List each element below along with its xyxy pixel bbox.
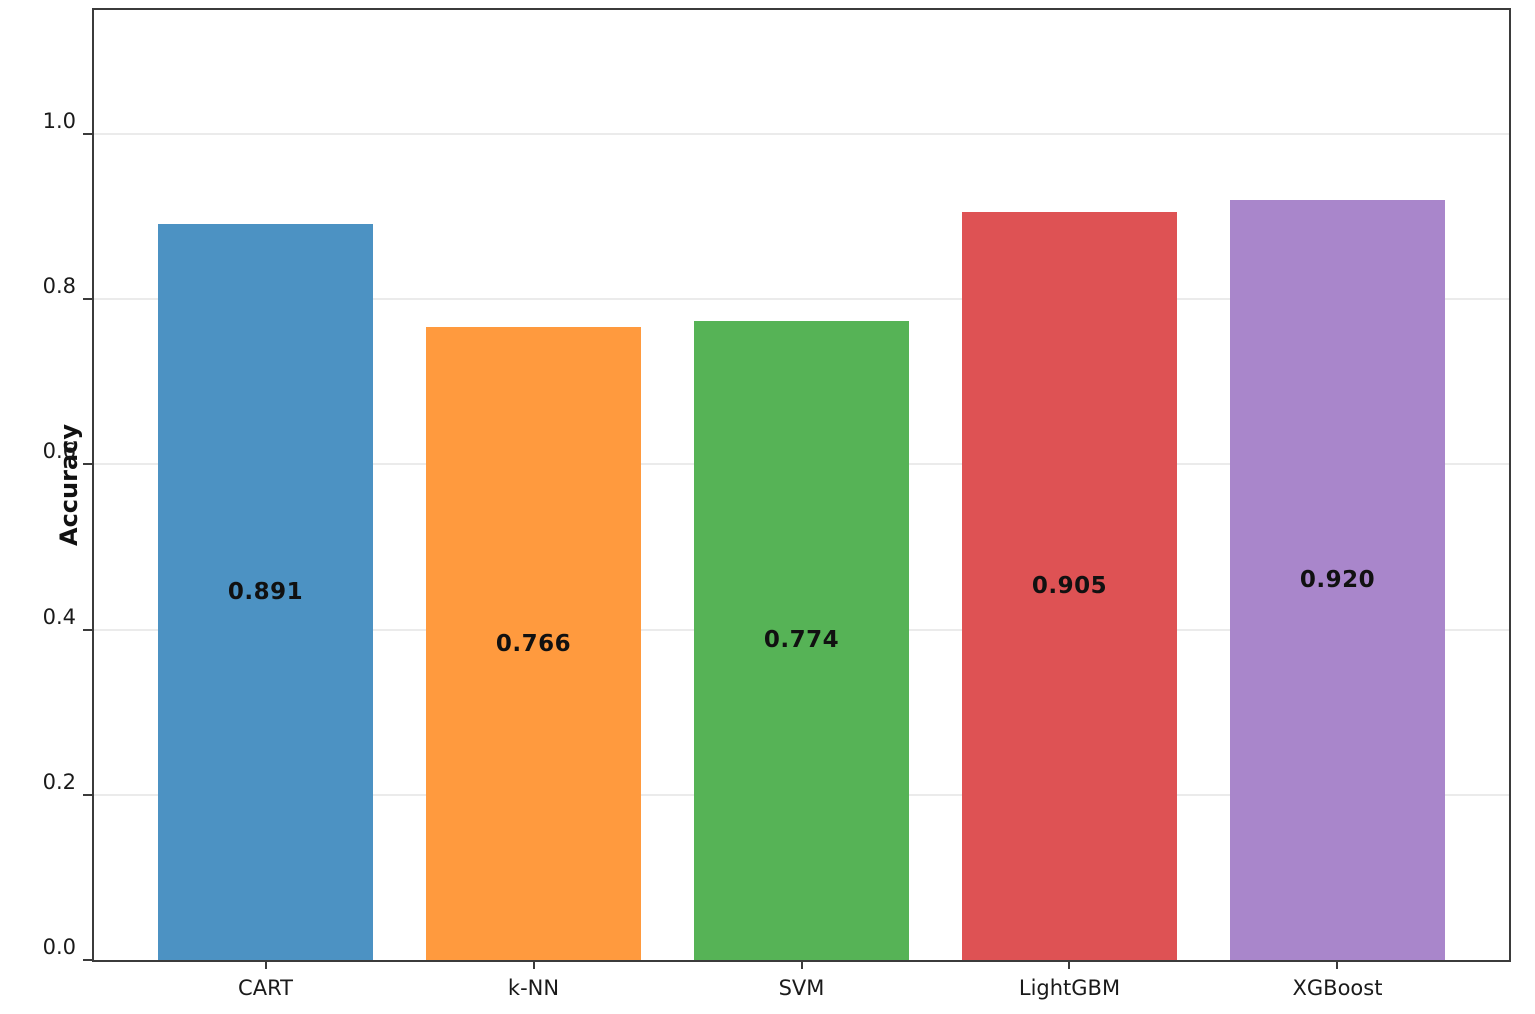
y-axis-tick-mark (83, 132, 92, 135)
bar-value-label: 0.920 (1299, 567, 1376, 593)
bar-value-label: 0.891 (227, 578, 304, 605)
gridline (94, 298, 1509, 301)
gridline (94, 132, 1509, 135)
x-axis-tick-mark (800, 960, 803, 969)
y-axis-tick-mark (83, 628, 92, 631)
bar-value-label: 0.766 (495, 630, 572, 657)
y-axis-tick-mark (83, 793, 92, 796)
x-axis-tick-mark (264, 960, 267, 969)
y-axis-tick-label: 0.4 (42, 604, 76, 629)
y-axis-tick-mark (83, 298, 92, 301)
y-axis-tick-label: 0.0 (42, 935, 76, 959)
x-axis-tick-label-lightgbm: LightGBM (1018, 976, 1121, 1000)
bar-k-nn: 0.766 (426, 327, 641, 960)
y-axis-tick-label: 1.0 (42, 108, 76, 133)
y-axis-tick-mark (83, 463, 92, 466)
x-axis-tick-label-k-nn: k-NN (507, 976, 560, 1000)
plot-area: 0.0 0.2 0.4 0.6 0.8 1.0 0.891 CART 0.766 k-NN 0.77… (43, 8, 1511, 1000)
x-axis-tick-label-svm: SVM (778, 976, 825, 1000)
y-axis-tick-label: 0.2 (42, 769, 76, 794)
bar-cart: 0.891 (158, 223, 373, 960)
bar-value-label: 0.774 (763, 627, 840, 654)
y-axis-tick-label: 0.6 (42, 439, 76, 464)
x-axis-tick-label-xgboost: XGBoost (1292, 976, 1383, 1000)
bar-lightgbm: 0.905 (962, 212, 1177, 960)
bar-svm: 0.774 (694, 320, 909, 960)
y-axis-tick-mark (83, 959, 92, 961)
x-axis-tick-mark (1068, 960, 1071, 969)
bar-xgboost: 0.920 (1230, 200, 1445, 960)
x-axis-tick-mark (1336, 960, 1339, 969)
x-axis-tick-label-cart: CART (238, 976, 293, 1000)
x-axis-tick-mark (532, 960, 535, 969)
y-axis-tick-label: 0.8 (42, 274, 76, 299)
bar-value-label: 0.905 (1031, 573, 1108, 600)
